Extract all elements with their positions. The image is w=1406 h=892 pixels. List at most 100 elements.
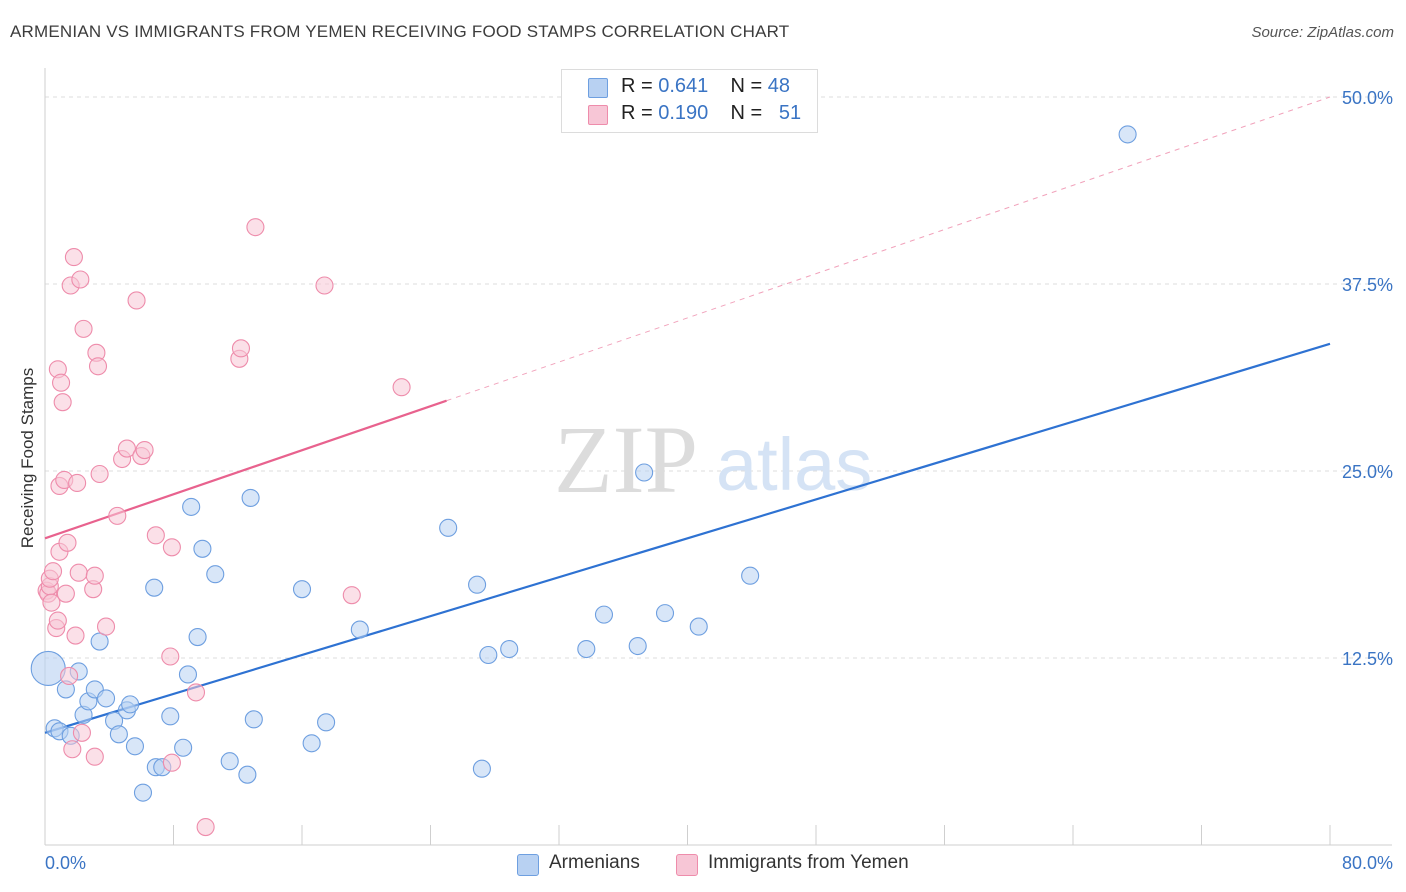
x-tick-label: 0.0% (45, 853, 86, 873)
point-armenians (220, 752, 239, 771)
legend-n-value: 48 (767, 75, 791, 97)
legend-swatch-armenians (588, 78, 608, 98)
point-armenians (689, 617, 708, 636)
point-yemen (85, 566, 104, 585)
point-yemen (85, 747, 104, 766)
point-armenians (741, 566, 760, 585)
point-yemen (64, 248, 83, 267)
point-yemen (108, 506, 127, 525)
point-yemen (146, 526, 165, 545)
point-armenians (468, 575, 487, 594)
y-tick-label: 50.0% (1342, 88, 1393, 108)
point-armenians (178, 665, 198, 684)
point-yemen (186, 683, 206, 702)
legend-r-label: R = (621, 102, 653, 124)
legend-r-value: 0.190 (658, 102, 709, 124)
point-armenians (439, 518, 458, 537)
legend-r-label: R = (621, 75, 653, 97)
point-armenians (577, 639, 596, 659)
point-armenians (206, 565, 225, 584)
point-yemen (162, 753, 181, 772)
point-armenians (133, 783, 153, 802)
y-tick-label: 37.5% (1342, 275, 1393, 295)
y-tick-label: 25.0% (1342, 462, 1393, 482)
trend-line-extension (446, 96, 1331, 402)
point-yemen (246, 218, 265, 237)
chart-source: Source: ZipAtlas.com (1251, 24, 1394, 41)
bottom-legend-swatch-yemen (676, 854, 698, 876)
x-tick-label: 80.0% (1342, 853, 1393, 873)
point-yemen (96, 617, 116, 636)
point-yemen (72, 723, 91, 742)
point-armenians (244, 710, 263, 729)
bottom-legend-label-yemen: Immigrants from Yemen (708, 852, 909, 873)
y-tick-label: 12.5% (1342, 649, 1393, 669)
point-armenians (655, 604, 675, 623)
point-yemen (63, 740, 82, 759)
axes (44, 68, 1392, 846)
point-yemen (315, 276, 334, 295)
point-yemen (48, 611, 67, 630)
point-armenians (472, 759, 491, 778)
point-yemen (74, 319, 93, 338)
gridlines (45, 96, 1392, 659)
y-axis-label: Receiving Food Stamps (18, 367, 37, 549)
point-armenians (145, 578, 164, 597)
point-armenians (109, 725, 128, 744)
point-yemen (68, 473, 87, 493)
point-armenians (241, 488, 260, 507)
point-yemen (43, 562, 63, 581)
watermark-atlas: atlas (716, 423, 872, 506)
chart-title: ARMENIAN VS IMMIGRANTS FROM YEMEN RECEIV… (10, 22, 790, 41)
point-armenians (594, 605, 614, 624)
point-armenians (302, 734, 321, 753)
point-yemen (162, 538, 181, 557)
point-yemen (71, 270, 90, 289)
point-armenians (193, 539, 212, 558)
legend-n-value: 51 (778, 102, 802, 124)
point-armenians (317, 713, 336, 732)
point-yemen (42, 593, 61, 612)
bottom-legend-label-armenians: Armenians (549, 852, 640, 873)
legend-r-value: 0.641 (658, 75, 709, 97)
legend-swatch-yemen (588, 105, 608, 125)
point-armenians (121, 695, 140, 714)
point-armenians (350, 620, 369, 639)
stats-legend: R = 0.641 N = 48 R = 0.190 N = 51 (561, 69, 818, 133)
point-yemen (60, 666, 79, 686)
point-armenians (479, 645, 498, 665)
legend-n-label: N = (730, 102, 763, 124)
point-armenians (174, 738, 193, 757)
point-armenians (161, 707, 180, 726)
point-yemen (392, 378, 411, 397)
point-armenians (125, 737, 144, 756)
watermark-zip: ZIP (554, 406, 698, 513)
point-yemen (56, 584, 75, 603)
point-armenians (238, 765, 257, 784)
bottom-legend-swatch-armenians (517, 854, 539, 876)
point-armenians (30, 650, 66, 687)
point-armenians (90, 632, 109, 651)
legend-n-label: N = (730, 75, 763, 97)
point-yemen (196, 817, 215, 837)
point-yemen (135, 441, 154, 460)
point-yemen (127, 291, 146, 310)
point-yemen (53, 393, 72, 412)
point-armenians (500, 639, 519, 659)
tick-labels: 12.5% 25.0% 37.5% 50.0% 0.0% 80.0% (45, 88, 1393, 873)
point-armenians (628, 636, 647, 656)
point-armenians (1118, 125, 1137, 144)
point-yemen (88, 357, 108, 376)
point-armenians (188, 628, 207, 647)
point-yemen (117, 439, 136, 458)
point-yemen (58, 533, 77, 552)
point-armenians (292, 580, 312, 599)
trend-line (44, 342, 1331, 734)
point-yemen (52, 373, 71, 392)
point-yemen (231, 339, 251, 358)
point-armenians (635, 463, 654, 482)
point-yemen (66, 626, 85, 645)
point-yemen (90, 464, 109, 484)
data-points (30, 125, 1137, 837)
